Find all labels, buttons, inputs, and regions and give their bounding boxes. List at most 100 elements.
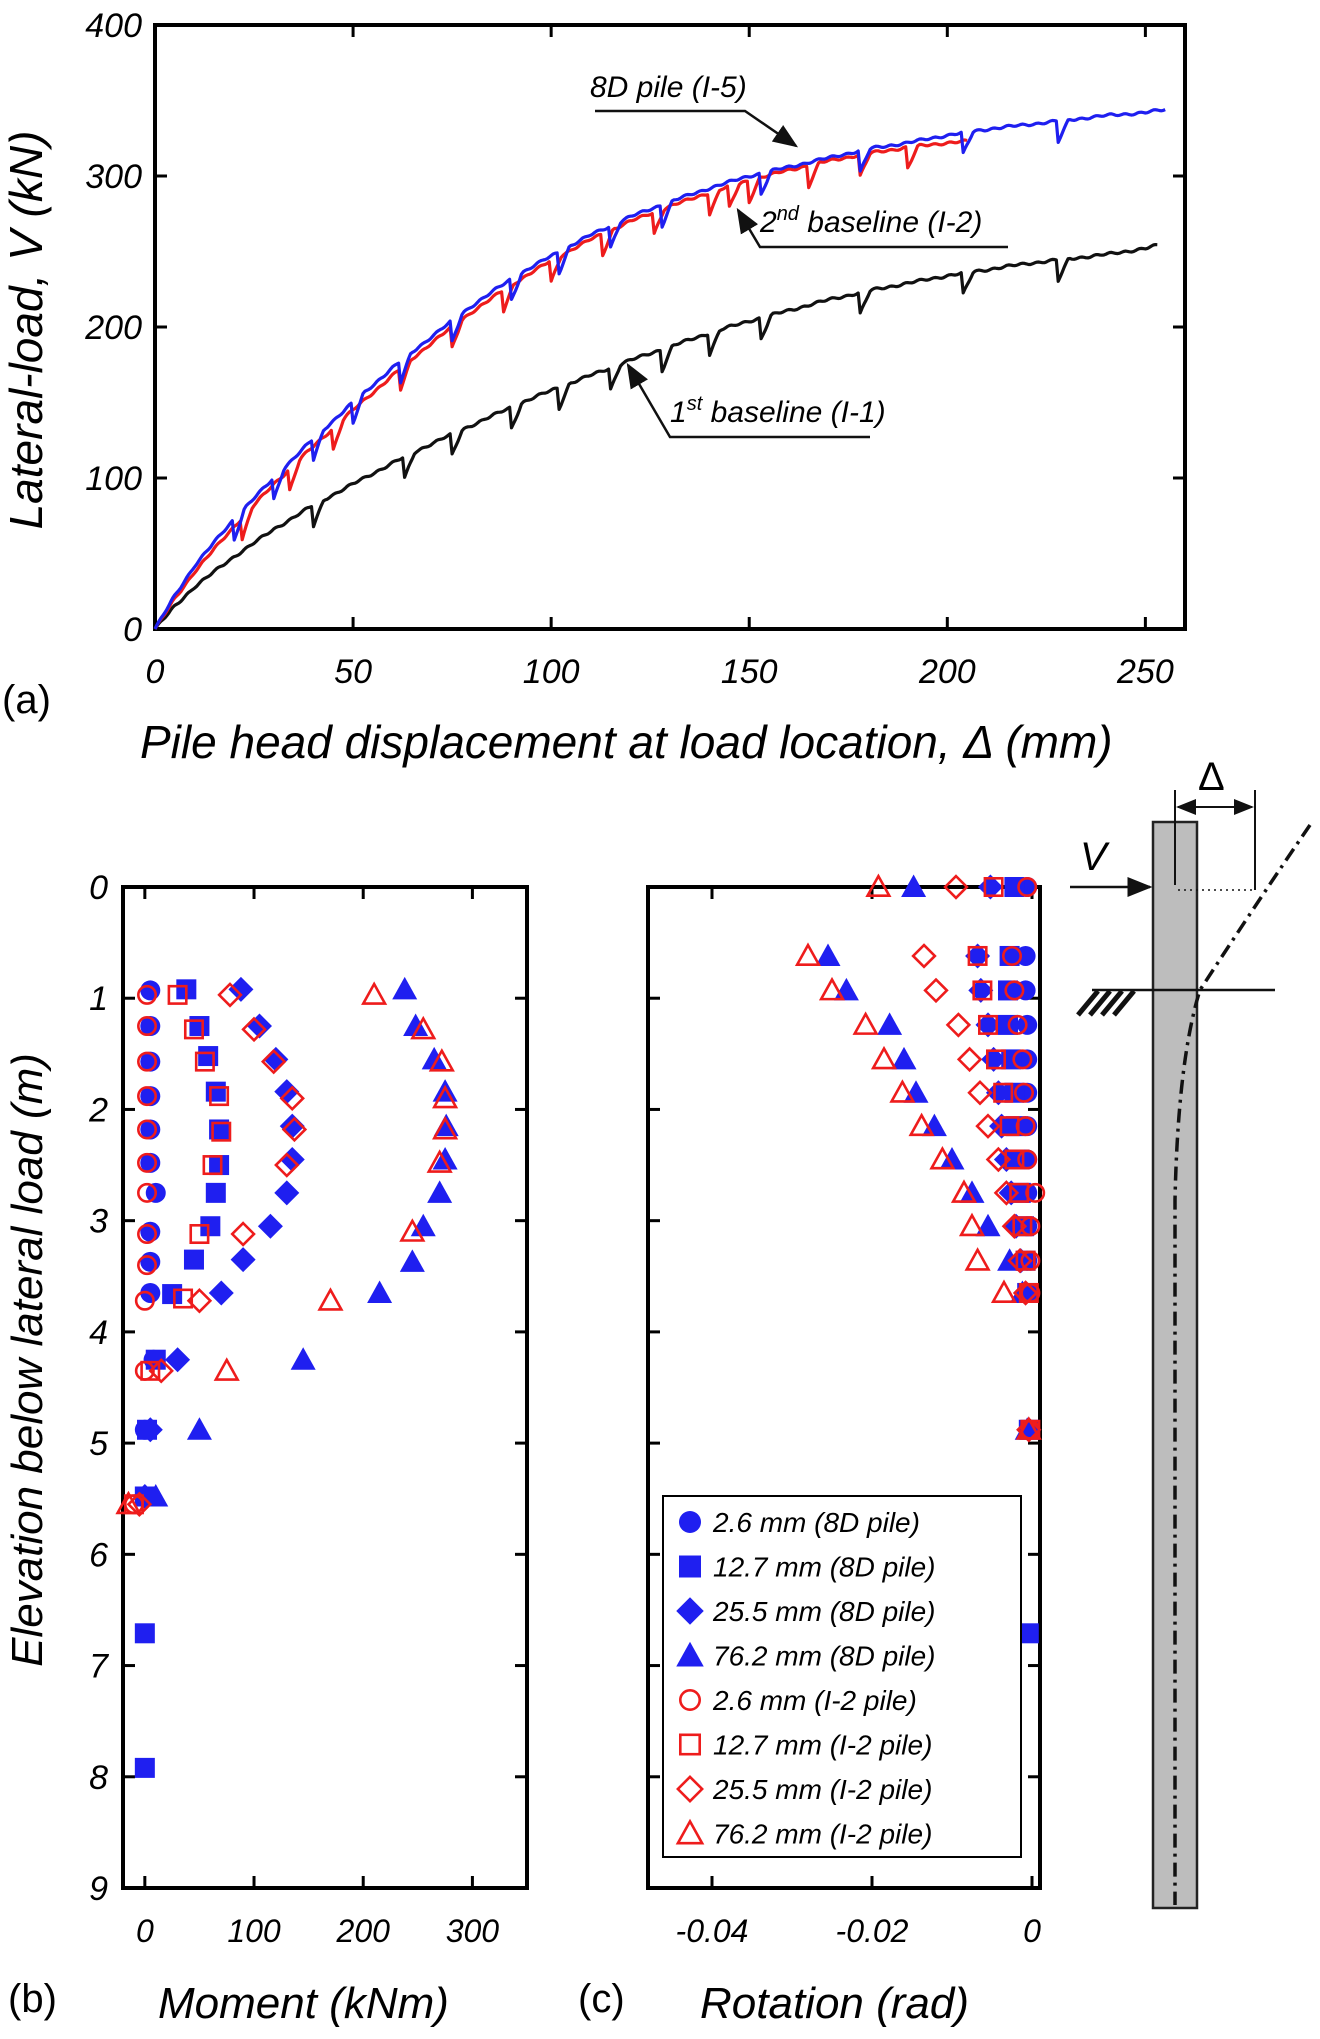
marker-diamond bbox=[281, 1116, 308, 1143]
marker-circle bbox=[678, 1689, 701, 1712]
marker-diamond bbox=[923, 977, 949, 1004]
marker-square bbox=[972, 980, 993, 1001]
annotation-2nd-baseline: 2nd baseline (I-2) bbox=[736, 203, 1008, 249]
marker-circle bbox=[134, 1290, 155, 1311]
x-tick-label: 0 bbox=[146, 653, 165, 691]
x-tick-label: -0.04 bbox=[676, 1913, 749, 1949]
legend: 2.6 mm (8D pile) 12.7 mm (8D pile) 25.5 mm… bbox=[662, 1495, 1022, 1858]
marker-circle bbox=[137, 1224, 158, 1245]
y-tick-label: 6 bbox=[89, 1536, 108, 1574]
marker-triangle bbox=[427, 1180, 453, 1203]
marker-diamond bbox=[230, 1247, 256, 1273]
series-line-blue bbox=[153, 108, 1166, 630]
x-tick-label: 0 bbox=[1023, 1913, 1041, 1949]
marker-square bbox=[202, 1155, 223, 1176]
marker-square bbox=[209, 1119, 230, 1140]
panel-b-label: (b) bbox=[8, 1977, 57, 2021]
marker-square bbox=[194, 1051, 215, 1072]
legend-label: 76.2 mm (I-2 pile) bbox=[713, 1819, 932, 1850]
marker-square bbox=[189, 1224, 210, 1245]
marker-circle bbox=[1017, 876, 1038, 897]
legend-box bbox=[662, 1495, 1022, 1858]
panel-a-y-axis-label: Lateral-load, V (kN) bbox=[0, 131, 52, 530]
annotation-2nd-baseline-num: 2 bbox=[759, 206, 777, 239]
marker-triangle bbox=[990, 1279, 1018, 1303]
marker-triangle bbox=[1015, 1416, 1042, 1440]
marker-triangle bbox=[143, 1483, 169, 1507]
marker-square bbox=[678, 1733, 701, 1756]
marker-triangle bbox=[432, 1146, 458, 1170]
marker-diamond bbox=[257, 1213, 283, 1239]
series-line-red bbox=[153, 138, 968, 630]
x-tick-label: 200 bbox=[336, 1913, 391, 1949]
marker-diamond bbox=[967, 1080, 993, 1106]
pile-schematic: V Δ bbox=[1070, 755, 1312, 1910]
marker-triangle bbox=[361, 981, 388, 1005]
marker-circle bbox=[137, 1182, 158, 1203]
marker-triangle bbox=[403, 1013, 429, 1037]
panel-c-x-axis-label: Rotation (rad) bbox=[700, 1979, 969, 2028]
legend-items: 2.6 mm (8D pile) 12.7 mm (8D pile) 25.5 mm… bbox=[675, 1507, 936, 1850]
marker-diamond bbox=[1016, 1417, 1042, 1443]
marker-circle bbox=[679, 1511, 701, 1533]
marker-triangle bbox=[975, 1213, 1001, 1237]
marker-square bbox=[183, 1019, 204, 1040]
marker-circle bbox=[137, 1119, 158, 1140]
marker-circle bbox=[1017, 1149, 1038, 1170]
x-tick-label: 250 bbox=[1116, 653, 1174, 691]
x-tick-label: 300 bbox=[446, 1913, 500, 1949]
marker-diamond bbox=[137, 1417, 163, 1443]
y-tick-label: 5 bbox=[89, 1425, 108, 1463]
panel-c-frame bbox=[646, 885, 1042, 1890]
marker-triangle bbox=[367, 1280, 393, 1303]
marker-triangle bbox=[865, 873, 892, 898]
annotation-2nd-baseline-leader bbox=[736, 207, 1008, 249]
marker-diamond bbox=[993, 1180, 1020, 1206]
marker-square bbox=[983, 876, 1004, 897]
marker-circle bbox=[140, 980, 161, 1001]
ground-hatch bbox=[1076, 989, 1136, 1017]
panel-a-tick-labels: 0 50 100 150 200 250 0 100 200 300 400 bbox=[84, 7, 1174, 691]
annotation-8d-pile: 8D pile (I-5) bbox=[590, 71, 799, 148]
marker-circle bbox=[1004, 980, 1025, 1001]
marker-diamond bbox=[241, 1016, 267, 1043]
load-label: V bbox=[1080, 835, 1110, 879]
legend-label: 25.5 mm (8D pile) bbox=[712, 1596, 936, 1627]
x-tick-label: 100 bbox=[227, 1913, 281, 1949]
marker-diamond bbox=[230, 1221, 256, 1247]
annotation-1st-baseline-sup: st bbox=[687, 393, 704, 415]
panel-a-ticks bbox=[153, 23, 1185, 631]
marker-triangle bbox=[676, 1641, 704, 1667]
panel-b-frame bbox=[121, 885, 529, 1890]
marker-triangle bbox=[186, 1417, 212, 1440]
y-tick-label: 9 bbox=[89, 1870, 108, 1908]
marker-triangle bbox=[870, 1045, 898, 1070]
marker-circle bbox=[140, 1251, 161, 1272]
marker-triangle bbox=[815, 943, 841, 966]
y-tick-label: 3 bbox=[89, 1203, 108, 1241]
marker-circle bbox=[137, 1152, 158, 1173]
y-tick-label: 1 bbox=[89, 980, 108, 1018]
series-line-black bbox=[153, 243, 1158, 630]
marker-triangle bbox=[852, 1011, 879, 1035]
marker-square bbox=[1018, 1623, 1039, 1644]
marker-triangle bbox=[432, 1115, 459, 1140]
marker-triangle bbox=[908, 1112, 935, 1137]
marker-square bbox=[167, 984, 188, 1005]
annotation-1st-baseline-leader bbox=[626, 362, 870, 439]
panel-c-label: (c) bbox=[578, 1977, 625, 2021]
marker-circle bbox=[1015, 1116, 1036, 1137]
marker-triangle bbox=[432, 1079, 458, 1102]
marker-square bbox=[1012, 1216, 1033, 1237]
panel-b: 0 100 200 300 0 1 2 3 4 5 6 7 8 9 (b) Moment (kNm) El… bbox=[3, 869, 529, 2028]
x-tick-label: 100 bbox=[523, 653, 580, 691]
marker-circle bbox=[1013, 1082, 1034, 1103]
marker-diamond bbox=[985, 1146, 1012, 1173]
y-tick-label: 0 bbox=[89, 869, 108, 907]
marker-diamond bbox=[975, 1113, 1001, 1139]
panel-c-tick-labels: -0.04 -0.02 0 bbox=[676, 1913, 1042, 1949]
marker-diamond bbox=[945, 1012, 972, 1038]
marker-diamond bbox=[956, 1046, 983, 1073]
marker-diamond bbox=[985, 1080, 1011, 1106]
